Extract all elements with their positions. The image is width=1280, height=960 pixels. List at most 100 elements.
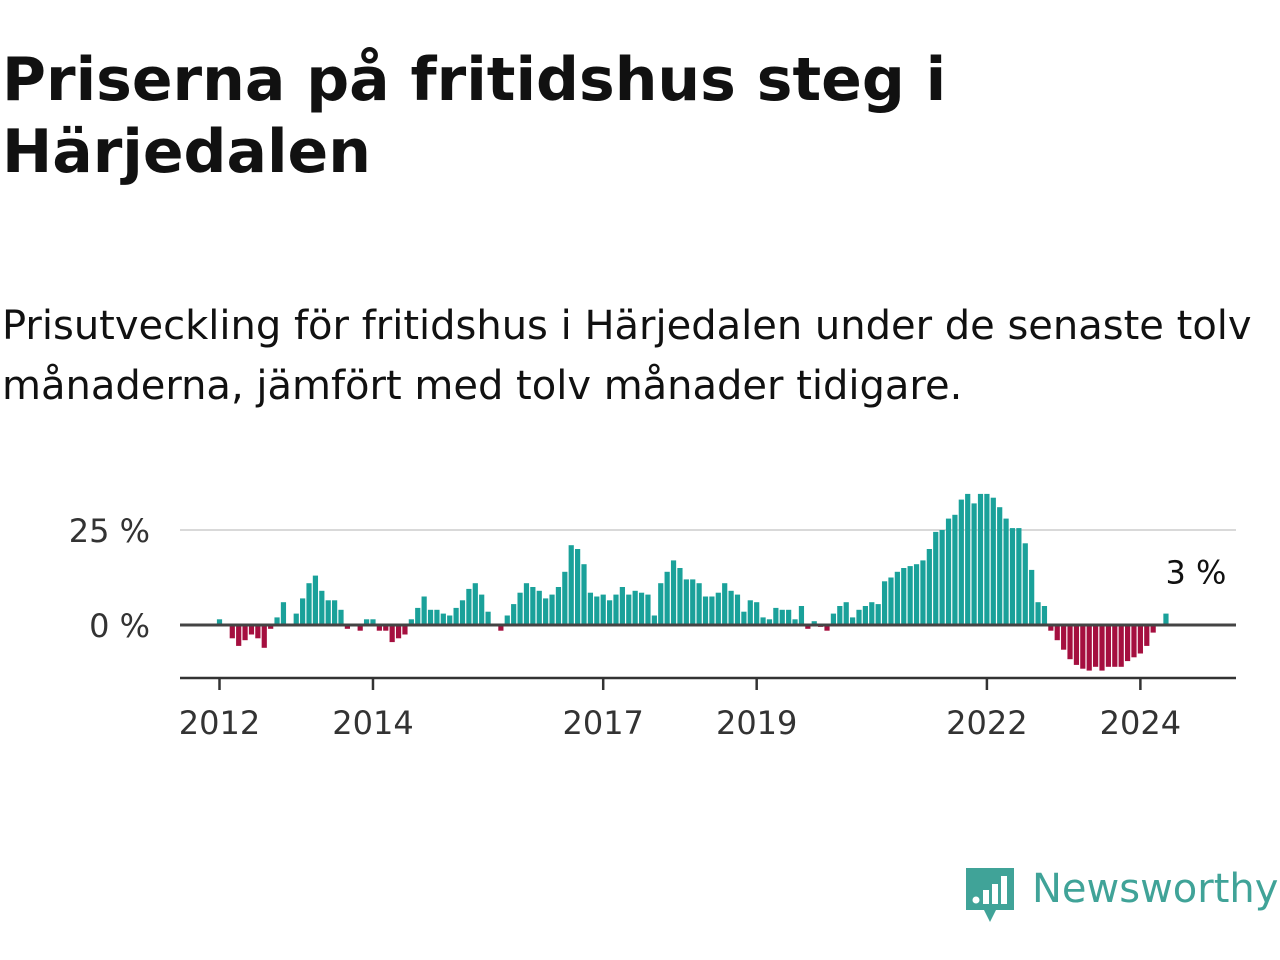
bar xyxy=(856,609,862,625)
bar xyxy=(702,596,709,625)
bar xyxy=(248,625,255,635)
bar xyxy=(926,549,932,625)
bar xyxy=(658,583,664,625)
bar xyxy=(1035,602,1041,625)
bar xyxy=(830,613,837,625)
bar xyxy=(395,625,402,639)
newsworthy-wordmark: Newsworthy xyxy=(1032,866,1279,912)
bar xyxy=(543,598,549,625)
bar xyxy=(869,602,875,625)
bar xyxy=(536,590,542,625)
bar xyxy=(421,596,427,625)
bar xyxy=(261,625,267,648)
bar xyxy=(325,600,331,625)
bar xyxy=(734,594,741,625)
bar xyxy=(357,625,363,631)
bar xyxy=(581,564,587,625)
x-tick-label: 2019 xyxy=(716,704,797,742)
bar xyxy=(376,625,382,631)
bar xyxy=(881,581,888,625)
bar xyxy=(824,625,830,631)
bar xyxy=(683,579,689,625)
chart-title: Priserna på fritidshus steg i Härjedalen xyxy=(2,45,947,187)
bar xyxy=(933,531,939,625)
bar xyxy=(619,587,625,625)
bar xyxy=(971,503,977,625)
bar xyxy=(242,625,248,641)
bar xyxy=(1131,625,1137,658)
bar xyxy=(798,606,805,625)
bar xyxy=(427,609,434,625)
bar xyxy=(607,600,613,625)
last-value-label: 3 % xyxy=(1165,554,1226,592)
bar xyxy=(792,619,798,625)
bar xyxy=(1048,625,1054,631)
bar xyxy=(440,613,446,625)
bar xyxy=(1105,625,1112,667)
bar xyxy=(805,625,811,629)
bar xyxy=(562,571,568,625)
bar xyxy=(280,602,287,625)
bar xyxy=(274,617,280,625)
bar xyxy=(945,518,952,625)
bar xyxy=(1054,625,1060,641)
bar xyxy=(587,592,594,625)
bar xyxy=(696,583,702,625)
x-ticks: 2012 2014 2017 2019 2022 2024 xyxy=(179,678,1181,742)
bar xyxy=(1016,528,1022,625)
bar xyxy=(664,571,670,625)
newsworthy-logo-icon xyxy=(966,868,1014,922)
bar xyxy=(479,594,485,625)
bar xyxy=(344,625,350,629)
bar xyxy=(312,575,319,625)
bar xyxy=(747,600,753,625)
bar xyxy=(1124,625,1131,662)
bar xyxy=(913,564,920,625)
bar xyxy=(1061,625,1067,650)
bar xyxy=(677,568,683,625)
bar xyxy=(626,594,632,625)
bar xyxy=(549,594,555,625)
x-tick-label: 2024 xyxy=(1100,704,1181,742)
bar xyxy=(715,592,721,625)
bar xyxy=(1022,543,1028,625)
bar xyxy=(638,592,645,625)
bar xyxy=(754,602,760,625)
bar xyxy=(415,607,421,625)
bar xyxy=(453,607,459,625)
bar xyxy=(530,587,536,625)
bar xyxy=(1118,625,1124,667)
bar xyxy=(434,609,440,625)
bars xyxy=(216,493,1169,671)
bar xyxy=(459,600,466,625)
bar xyxy=(907,566,913,625)
x-tick-label: 2022 xyxy=(946,704,1027,742)
bar xyxy=(517,592,523,625)
bar xyxy=(1163,613,1169,625)
bar xyxy=(383,625,389,631)
bar xyxy=(600,594,606,625)
bar xyxy=(811,621,817,625)
bar xyxy=(1029,569,1035,625)
bar xyxy=(958,499,964,625)
bar xyxy=(1099,625,1105,671)
bar xyxy=(466,588,472,625)
bar xyxy=(997,507,1003,625)
bar xyxy=(216,619,223,625)
x-tick-label: 2017 xyxy=(562,704,643,742)
bar xyxy=(504,615,510,625)
bar xyxy=(568,545,574,625)
bar xyxy=(722,583,728,625)
bar xyxy=(370,619,376,625)
bar xyxy=(779,609,785,625)
bar xyxy=(901,568,907,625)
bar xyxy=(402,625,408,635)
bar xyxy=(728,590,734,625)
bar xyxy=(268,625,274,629)
bar xyxy=(511,604,517,625)
bar xyxy=(1112,625,1118,667)
bar xyxy=(1150,625,1156,633)
bar xyxy=(594,596,600,625)
bar-chart: 0 % 25 % 2012 2014 2017 2019 2022 2024 3 % xyxy=(69,493,1236,742)
bar xyxy=(670,560,677,625)
